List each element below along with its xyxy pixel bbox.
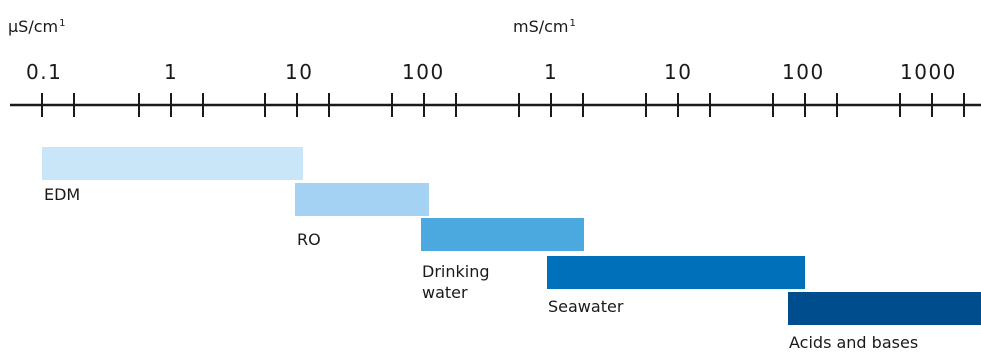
unit-main-text: µS/cm <box>8 17 59 36</box>
tick-label-1-ms: 1 <box>544 60 559 84</box>
tick-label-1000-ms: 1000 <box>900 60 957 84</box>
unit-label-millisiemens: mS/cm1 <box>513 15 576 36</box>
tick-label-100-us: 100 <box>402 60 445 84</box>
band-bar-acids-and-bases <box>788 292 981 325</box>
band-bar-ro <box>295 183 429 216</box>
axis-ticks <box>41 93 965 117</box>
band-label-drinking-water: Drinking water <box>422 261 490 303</box>
unit-superscript: 1 <box>59 18 66 29</box>
band-label-seawater: Seawater <box>548 297 624 316</box>
band-label-edm: EDM <box>44 185 81 204</box>
unit-main-text: mS/cm <box>513 17 569 36</box>
band-label-line: Drinking <box>422 262 490 281</box>
band-label-line: water <box>422 283 468 302</box>
band-bar-edm <box>42 147 303 180</box>
band-label-acids-and-bases: Acids and bases <box>789 333 919 352</box>
unit-label-microsiemens: µS/cm1 <box>8 15 65 36</box>
unit-superscript: 1 <box>569 18 576 29</box>
band-bar-drinking-water <box>421 218 584 251</box>
tick-label-0-1-us: 0.1 <box>26 60 63 84</box>
tick-label-10-us: 10 <box>285 60 314 84</box>
tick-label-1-us: 1 <box>164 60 179 84</box>
band-label-ro: RO <box>297 230 321 249</box>
tick-label-100-ms: 100 <box>782 60 825 84</box>
band-bar-seawater <box>547 256 805 289</box>
tick-label-10-ms: 10 <box>664 60 693 84</box>
